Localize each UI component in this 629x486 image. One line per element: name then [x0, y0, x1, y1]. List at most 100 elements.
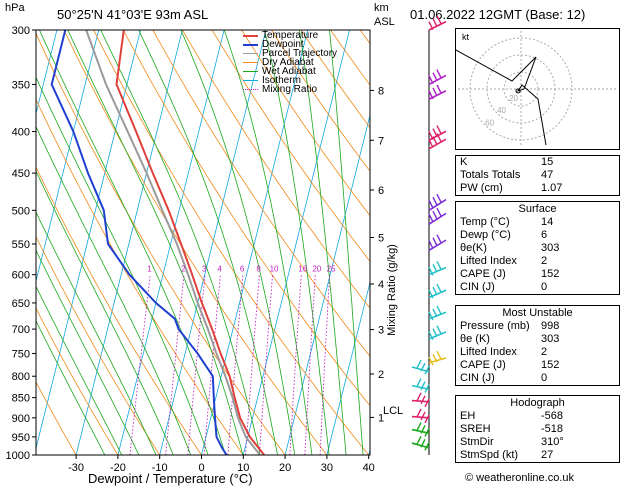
- km-tick-label: 8: [378, 85, 384, 97]
- wind-barb-flag: [436, 207, 442, 217]
- wind-barb-flag: [432, 136, 438, 145]
- dry-adiabat-line: [211, 30, 370, 263]
- pressure-unit: hPa: [5, 2, 25, 14]
- wet-adiabat-line: [36, 170, 174, 455]
- hodograph-panel: Hodograph EH -568 SREH -518 StmDir 310° Stm…: [455, 395, 620, 463]
- pw-row: PW (cm) 1.07: [460, 182, 563, 194]
- pressure-tick-label: 1000: [6, 450, 30, 462]
- legend-item: Isotherm: [243, 75, 337, 86]
- wind-barb-flag: [436, 133, 442, 142]
- k-index-row: K 15: [460, 156, 554, 168]
- wind-barb-flag: [436, 69, 442, 78]
- mixing-ratio-line: [129, 274, 151, 455]
- wind-barb-flag: [432, 263, 438, 273]
- pressure-tick-label: 350: [12, 79, 30, 91]
- wind-barb-flag: [424, 441, 430, 451]
- legend-item: Dry Adiabat: [243, 57, 337, 68]
- wind-barb-flag: [432, 72, 438, 81]
- wet-adiabat-line: [36, 320, 106, 455]
- isotherm-line: [326, 280, 370, 455]
- isotherm-line: [159, 30, 267, 455]
- mixing-ratio-axis-label: Mixing Ratio (g/kg): [386, 244, 398, 336]
- wind-barb-flag: [420, 362, 426, 372]
- dry-adiabat-line: [36, 381, 77, 455]
- legend-swatch: [243, 80, 258, 81]
- hodo-kt-label: kt: [462, 32, 470, 42]
- wind-barb-flag: [424, 398, 430, 408]
- wind-barb-flag: [432, 210, 438, 220]
- legend-label: Dry Adiabat: [262, 57, 314, 68]
- dry-adiabat-line: [122, 30, 370, 407]
- mixing-ratio-label: 8: [256, 265, 261, 274]
- hodo-row: StmDir 310°: [460, 436, 564, 448]
- wind-barb-flag: [420, 381, 426, 390]
- pressure-tick-label: 600: [12, 270, 30, 282]
- wind-barb-flag: [428, 311, 434, 321]
- dry-adiabat-line: [270, 30, 370, 172]
- location-title: 50°25'N 41°03'E 93m ASL: [57, 7, 209, 22]
- isotherm-line: [36, 30, 58, 116]
- wet-adiabat-line: [298, 30, 347, 455]
- wet-adiabat-line: [263, 30, 330, 455]
- mixing-ratio-line: [227, 274, 244, 455]
- temperature-tick-label: 40: [363, 462, 375, 474]
- surface-title: Surface: [518, 203, 557, 215]
- pressure-tick-label: 700: [12, 324, 30, 336]
- mixing-ratio-line: [165, 274, 185, 455]
- wind-barb: [411, 399, 430, 403]
- datetime-title: 01.06.2022 12GMT (Base: 12): [410, 7, 586, 22]
- parcel-trajectory-line: [85, 30, 261, 455]
- unstable-row: CAPE (J) 152: [460, 359, 560, 371]
- mixing-ratio-line: [244, 274, 260, 455]
- legend-item: Mixing Ratio: [243, 85, 337, 95]
- legend-label: Isotherm: [262, 75, 301, 86]
- unstable-row: Lifted Index 2: [460, 346, 548, 358]
- km-tick-label: 7: [378, 135, 384, 147]
- legend-swatch: [243, 43, 258, 46]
- wind-barb-flag: [424, 428, 430, 437]
- wind-barb-flag: [436, 283, 442, 293]
- hodo-ring-label: 60: [485, 118, 494, 127]
- dry-adiabat-line: [241, 30, 370, 217]
- pressure-tick-label: 950: [12, 432, 30, 444]
- wind-barb: [411, 415, 430, 419]
- mixing-ratio-line: [258, 274, 274, 455]
- wind-barb-flag: [428, 21, 434, 31]
- pressure-tick-label: 550: [12, 239, 30, 251]
- hodo-ring: [469, 37, 573, 141]
- surface-row: CIN (J) 0: [460, 281, 548, 293]
- km-tick-label: 1: [378, 412, 384, 424]
- wind-barb-flag: [432, 237, 438, 246]
- mixing-ratio-label: 10: [270, 265, 279, 274]
- mixing-ratio-label: 25: [327, 265, 336, 274]
- wind-barb: [428, 138, 447, 150]
- isotherm-line: [75, 30, 183, 455]
- wind-barb-flag: [428, 266, 434, 276]
- wind-barb-flag: [420, 411, 426, 421]
- km-tick-label: 6: [378, 185, 384, 197]
- dewpoint-line: [50, 30, 228, 455]
- wind-barb-flag: [428, 331, 434, 340]
- legend-label: Wet Adiabat: [262, 66, 316, 77]
- temperature-tick-label: -10: [152, 462, 168, 474]
- wind-barb-flag: [428, 289, 434, 299]
- wind-barb-flag: [436, 350, 442, 360]
- dry-adiabat-line: [36, 166, 202, 455]
- wind-barb-flag: [436, 193, 442, 203]
- dry-adiabat-line: [152, 30, 370, 357]
- unstable-row: CIN (J) 0: [460, 372, 548, 384]
- wet-adiabat-line: [36, 76, 209, 455]
- wind-barb-flag: [420, 425, 426, 434]
- wet-adiabat-line: [36, 249, 140, 455]
- wind-barb-flag: [428, 356, 434, 366]
- mixing-ratio-line: [203, 274, 221, 455]
- wind-barb-flag: [420, 395, 426, 405]
- wind-barb-flag: [432, 18, 438, 28]
- isotherm-line: [284, 113, 370, 455]
- unstable-row: θe (K) 303: [460, 333, 560, 345]
- wind-barb-flag: [432, 128, 438, 137]
- wind-barb-flag: [416, 378, 422, 387]
- x-axis-label: Dewpoint / Temperature (°C): [88, 471, 253, 486]
